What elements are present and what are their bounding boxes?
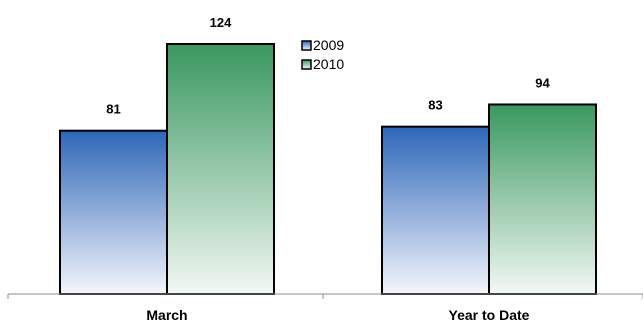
category-label: Year to Date	[449, 307, 530, 323]
value-labels-layer: 81 124 83 94	[106, 15, 550, 117]
legend-swatch-2010	[301, 59, 312, 70]
bar-2010-year-to-date	[488, 103, 597, 295]
bar-2009-march	[59, 129, 168, 295]
category-labels-layer: March Year to Date	[146, 307, 529, 323]
category-label: March	[146, 307, 187, 323]
value-label: 124	[210, 15, 232, 30]
legend-label-2009: 2009	[313, 37, 344, 53]
bar-2010-march	[166, 43, 275, 295]
legend-swatch-2009	[301, 40, 312, 51]
x-axis-ticks	[7, 294, 643, 299]
value-label: 81	[106, 102, 120, 117]
legend-label-2010: 2010	[313, 56, 344, 72]
value-label: 83	[428, 98, 442, 113]
bar-2009-year-to-date	[381, 125, 490, 296]
legend: 2009 2010	[301, 37, 344, 72]
value-label: 94	[535, 75, 550, 90]
bars-layer	[59, 43, 597, 296]
